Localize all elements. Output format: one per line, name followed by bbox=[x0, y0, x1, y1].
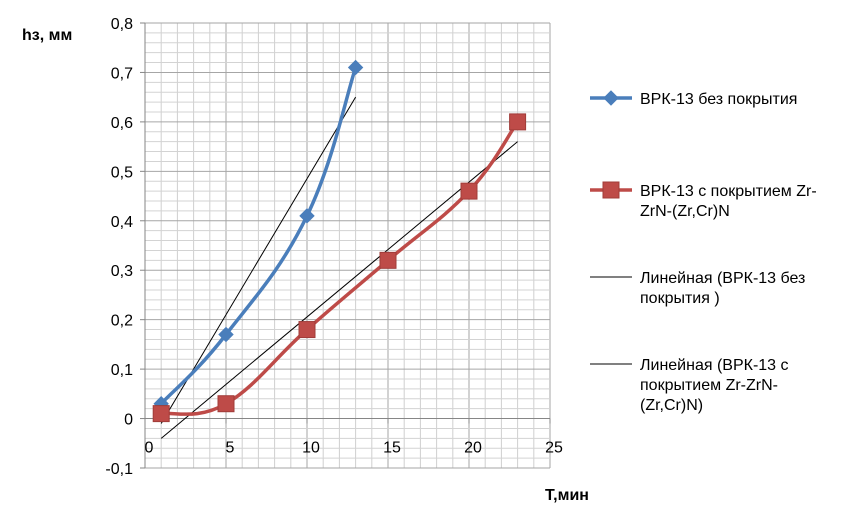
trendlines bbox=[160, 96, 518, 439]
data-point bbox=[218, 326, 234, 343]
legend-label: ZrN-(Zr,Cr)N bbox=[640, 203, 730, 220]
data-point bbox=[299, 208, 315, 224]
legend: ВРК-13 без покрытия ВРК-13 с покрытием Zr… bbox=[590, 90, 817, 414]
tick-labels: -0,1 0 0,1 0,2 0,3 0,4 0,5 0,6 0,7 0,8 0 5 10 15 20 25 bbox=[105, 16, 563, 478]
data-point bbox=[460, 182, 478, 200]
series-group bbox=[152, 59, 527, 423]
y-tick-label: 0,4 bbox=[111, 214, 133, 231]
y-axis-title: hз, мм bbox=[22, 27, 72, 44]
legend-label: ВРК-13 с покрытием Zr- bbox=[640, 183, 817, 200]
legend-label: (Zr,Cr)N) bbox=[640, 397, 703, 414]
legend-label: покрытия ) bbox=[640, 290, 720, 307]
data-point bbox=[509, 113, 527, 131]
trendline-1 bbox=[160, 96, 357, 424]
y-tick-label: 0,3 bbox=[111, 263, 133, 280]
legend-marker bbox=[602, 181, 620, 199]
y-tick-label: 0,5 bbox=[111, 164, 133, 181]
axes bbox=[140, 22, 551, 469]
grid bbox=[144, 22, 551, 469]
legend-label: покрытием Zr-ZrN- bbox=[640, 377, 778, 394]
legend-label: ВРК-13 без покрытия bbox=[640, 91, 797, 108]
y-tick-label: 0,2 bbox=[111, 313, 133, 330]
x-tick-label: 10 bbox=[302, 440, 320, 457]
data-point bbox=[379, 251, 397, 269]
legend-marker bbox=[603, 90, 619, 106]
series-line-1 bbox=[159, 66, 358, 405]
x-axis-title: Т,мин bbox=[545, 487, 589, 504]
data-point bbox=[152, 405, 170, 423]
y-tick-label: 0,8 bbox=[111, 16, 133, 33]
data-point bbox=[217, 395, 235, 413]
y-tick-label: 0,1 bbox=[111, 362, 133, 379]
trendline-2 bbox=[160, 141, 518, 439]
data-point bbox=[347, 59, 364, 76]
x-tick-label: 5 bbox=[226, 440, 235, 457]
legend-label: Линейная (ВРК-13 без bbox=[640, 270, 805, 287]
data-point bbox=[298, 321, 316, 339]
y-tick-label: 0,7 bbox=[111, 65, 133, 82]
x-tick-label: 0 bbox=[145, 440, 154, 457]
legend-label: Линейная (ВРК-13 с bbox=[640, 357, 789, 374]
x-tick-label: 15 bbox=[383, 440, 401, 457]
y-tick-label: 0,6 bbox=[111, 115, 133, 132]
x-tick-label: 25 bbox=[545, 440, 563, 457]
x-tick-label: 20 bbox=[464, 440, 482, 457]
y-tick-label: -0,1 bbox=[105, 461, 133, 478]
y-tick-label: 0 bbox=[124, 412, 133, 429]
